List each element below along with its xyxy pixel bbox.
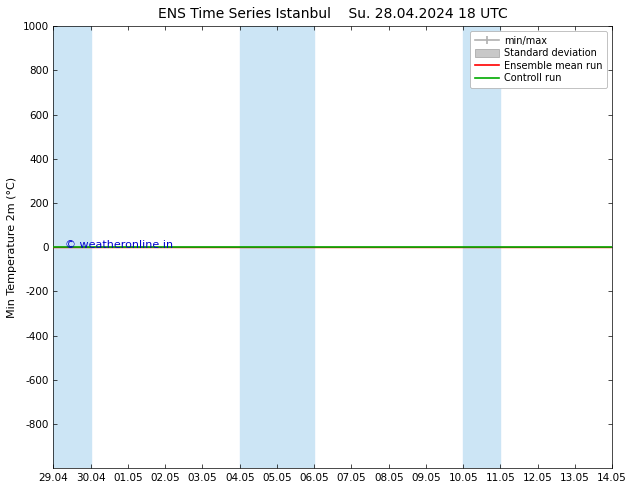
Bar: [53, 26, 91, 468]
Text: © weatheronline.in: © weatheronline.in: [65, 240, 173, 250]
Bar: [463, 26, 500, 468]
Title: ENS Time Series Istanbul    Su. 28.04.2024 18 UTC: ENS Time Series Istanbul Su. 28.04.2024 …: [158, 7, 508, 21]
Y-axis label: Min Temperature 2m (°C): Min Temperature 2m (°C): [7, 177, 17, 318]
Legend: min/max, Standard deviation, Ensemble mean run, Controll run: min/max, Standard deviation, Ensemble me…: [470, 31, 607, 88]
Bar: [240, 26, 314, 468]
